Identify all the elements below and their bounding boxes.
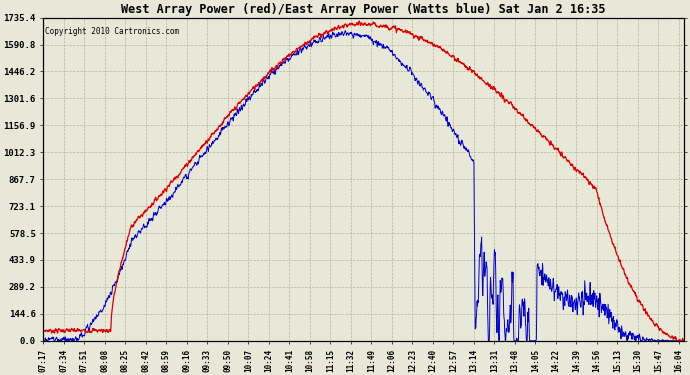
Text: Copyright 2010 Cartronics.com: Copyright 2010 Cartronics.com <box>46 27 179 36</box>
Title: West Array Power (red)/East Array Power (Watts blue) Sat Jan 2 16:35: West Array Power (red)/East Array Power … <box>121 3 606 16</box>
